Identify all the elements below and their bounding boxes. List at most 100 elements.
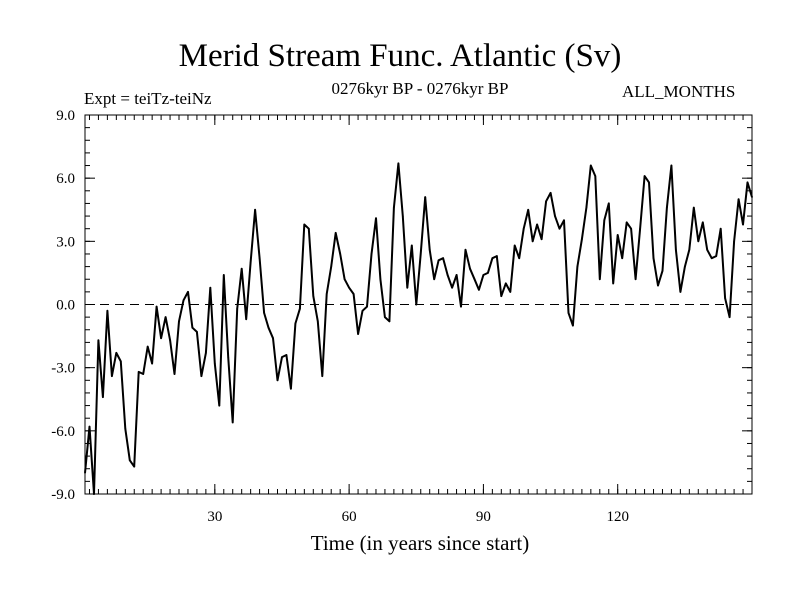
data-point [397, 162, 400, 165]
data-point [290, 387, 292, 390]
data-point [245, 318, 247, 321]
data-point [442, 257, 444, 259]
data-point [267, 326, 270, 329]
data-point [590, 164, 592, 167]
data-point [715, 255, 717, 257]
data-point [222, 274, 225, 276]
data-point [343, 278, 346, 281]
data-point [419, 253, 422, 255]
data-point [254, 208, 256, 211]
data-point [518, 257, 521, 259]
data-point [478, 288, 480, 291]
data-point [634, 278, 637, 281]
data-point [482, 274, 485, 276]
data-point [285, 354, 288, 356]
y-tick-label: -3.0 [51, 361, 75, 377]
data-point [469, 267, 471, 270]
data-point [276, 379, 279, 382]
data-point [361, 310, 364, 312]
data-point [258, 257, 261, 259]
data-point [227, 356, 230, 358]
data-point [693, 206, 695, 209]
experiment-label: Expt = teiTz-teiNz [84, 89, 212, 108]
x-tick-label: 60 [342, 509, 357, 525]
data-point [621, 257, 623, 259]
x-tick-label: 120 [606, 509, 629, 525]
data-point [603, 219, 606, 222]
data-point [746, 181, 749, 184]
data-point [607, 202, 610, 205]
data-point [666, 206, 668, 209]
data-point [128, 459, 131, 462]
data-point [321, 375, 324, 377]
data-point [236, 307, 239, 310]
data-point [240, 267, 243, 270]
data-point [545, 200, 547, 203]
data-point [648, 181, 650, 184]
data-point [697, 240, 700, 243]
data-point [308, 227, 310, 230]
months-label: ALL_MONTHS [622, 82, 736, 101]
data-point [151, 362, 153, 365]
data-point [594, 175, 597, 177]
data-point [630, 227, 632, 230]
data-point [567, 312, 570, 314]
x-axis-label: Time (in years since start) [310, 531, 530, 555]
data-point [348, 286, 350, 289]
period-label: 0276kyr BP - 0276kyr BP [331, 79, 509, 98]
y-tick-label: -9.0 [51, 487, 75, 503]
data-point [616, 234, 619, 236]
data-point [133, 465, 136, 468]
data-point [625, 221, 628, 224]
data-point [191, 326, 194, 329]
data-point [675, 248, 677, 251]
data-point [339, 253, 341, 255]
data-point [742, 223, 744, 226]
data-point [142, 373, 144, 375]
data-point [460, 305, 462, 308]
data-point [585, 206, 588, 209]
data-point [536, 223, 538, 226]
data-point [384, 316, 386, 318]
data-point [393, 206, 395, 209]
data-point [124, 427, 127, 430]
data-point [643, 175, 646, 177]
data-point [366, 305, 368, 308]
x-tick-label: 90 [476, 509, 491, 525]
data-point [581, 238, 583, 241]
data-point [504, 282, 507, 285]
data-point [205, 352, 207, 354]
data-point [598, 278, 601, 281]
data-point [115, 352, 118, 354]
data-point [428, 248, 431, 251]
data-point [710, 257, 713, 259]
plot-frame [84, 114, 753, 495]
data-point [325, 293, 328, 295]
data-point [137, 371, 140, 373]
data-point [670, 164, 673, 167]
data-point [357, 333, 359, 335]
data-point [303, 223, 306, 226]
data-point [218, 404, 221, 407]
data-point [679, 291, 682, 293]
data-point [639, 227, 641, 230]
data-point [178, 320, 180, 323]
data-point [728, 316, 731, 318]
data-point [209, 286, 212, 289]
data-point [531, 240, 534, 243]
data-point [106, 310, 109, 312]
data-point [402, 215, 404, 217]
data-point [706, 248, 709, 251]
data-point [272, 337, 274, 339]
data-point [415, 303, 418, 306]
data-point [102, 396, 104, 398]
data-point [684, 265, 686, 268]
data-point [558, 227, 561, 230]
data-point [249, 261, 252, 264]
data-point [334, 232, 337, 234]
data-point [491, 257, 494, 259]
data-points [84, 162, 753, 495]
data-point [88, 425, 91, 428]
